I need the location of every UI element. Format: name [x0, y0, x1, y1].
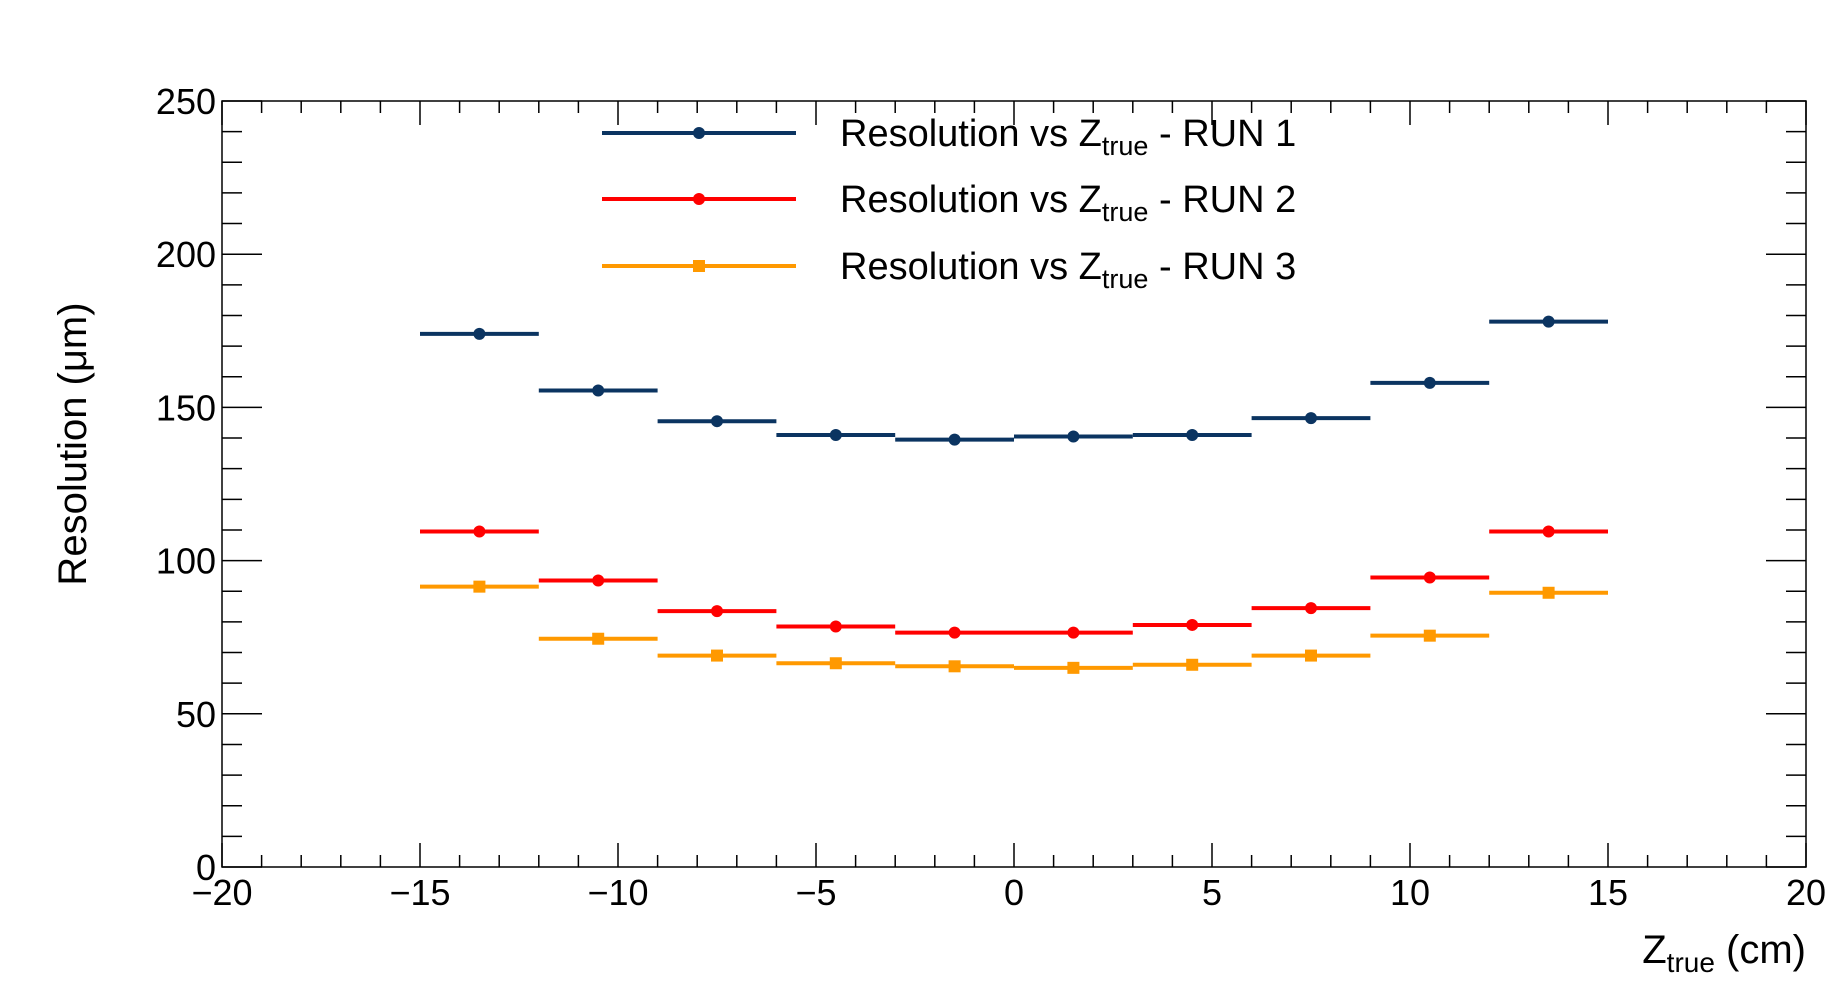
- legend-label-run-1: Resolution vs Ztrue - RUN 1: [840, 113, 1296, 161]
- y-tick-label: 150: [156, 387, 216, 428]
- legend-label-run-2-post: - RUN 2: [1148, 179, 1296, 221]
- legend-label-run-2-sub: true: [1102, 197, 1149, 227]
- data-point: [948, 626, 961, 639]
- data-point: [1423, 376, 1436, 389]
- data-point: [1542, 525, 1555, 538]
- data-point: [592, 574, 605, 587]
- data-point: [711, 649, 723, 662]
- data-series: [420, 315, 1608, 674]
- x-tick-label: −10: [587, 872, 648, 913]
- x-tick-label: 20: [1786, 872, 1826, 913]
- data-point: [711, 415, 723, 428]
- data-point: [473, 525, 486, 538]
- data-point: [1305, 649, 1317, 662]
- x-tick-label: −15: [389, 872, 450, 913]
- data-point: [1305, 412, 1317, 425]
- x-tick-label: 0: [1004, 872, 1024, 913]
- data-point: [1423, 629, 1436, 642]
- data-point: [829, 657, 842, 670]
- legend-entry-run-1: Resolution vs Ztrue - RUN 1: [602, 113, 1296, 161]
- data-point: [948, 660, 961, 673]
- series-run-1: [420, 315, 1608, 446]
- data-point: [948, 433, 961, 446]
- data-point: [1067, 661, 1080, 674]
- legend-marker-run-2: [693, 193, 705, 205]
- data-point: [1186, 618, 1199, 631]
- legend-label-run-1-pre: Resolution vs Z: [840, 113, 1102, 155]
- y-tick-label: 0: [196, 847, 216, 888]
- series-run-2: [420, 525, 1608, 639]
- plot-frame: [221, 100, 1807, 868]
- data-point: [1067, 430, 1080, 443]
- x-axis-title-subscript: true: [1667, 947, 1715, 978]
- legend-label-run-3: Resolution vs Ztrue - RUN 3: [840, 246, 1296, 294]
- x-tick-label: −20: [191, 872, 252, 913]
- data-point: [711, 605, 723, 618]
- legend-entry-run-2: Resolution vs Ztrue - RUN 2: [602, 179, 1296, 227]
- x-axis-title: Ztrue (cm): [1642, 928, 1806, 978]
- data-point: [592, 384, 605, 397]
- y-tick-label: 100: [156, 541, 216, 582]
- legend-label-run-3-post: - RUN 3: [1148, 246, 1296, 288]
- data-point: [473, 580, 486, 593]
- x-axis-title-rest: (cm): [1715, 928, 1806, 972]
- data-point: [1067, 626, 1080, 639]
- legend: Resolution vs Ztrue - RUN 1 Resolution v…: [602, 113, 1296, 294]
- data-point: [1542, 586, 1555, 599]
- data-point: [829, 620, 842, 633]
- legend-label-run-2-pre: Resolution vs Z: [840, 179, 1102, 221]
- legend-marker-run-3: [693, 260, 705, 272]
- data-point: [1305, 602, 1317, 615]
- x-tick-label: −5: [795, 872, 836, 913]
- y-tick-label: 200: [156, 234, 216, 275]
- data-point: [1186, 428, 1199, 441]
- y-axis-title: Resolution (μm): [51, 302, 95, 585]
- data-point: [829, 428, 842, 441]
- legend-label-run-1-sub: true: [1102, 131, 1149, 161]
- legend-entry-run-3: Resolution vs Ztrue - RUN 3: [602, 246, 1296, 294]
- data-point: [592, 632, 605, 645]
- y-tick-label: 250: [156, 81, 216, 122]
- data-point: [1186, 658, 1199, 671]
- data-point: [473, 327, 486, 340]
- x-tick-label: 15: [1588, 872, 1628, 913]
- series-run-3: [420, 580, 1608, 674]
- x-axis-title-main: Z: [1642, 928, 1666, 972]
- x-tick-label: 10: [1390, 872, 1430, 913]
- x-tick-label: 5: [1202, 872, 1222, 913]
- legend-marker-run-1: [693, 127, 705, 139]
- data-point: [1542, 315, 1555, 328]
- legend-label-run-2: Resolution vs Ztrue - RUN 2: [840, 179, 1296, 227]
- y-tick-label: 50: [176, 694, 216, 735]
- legend-label-run-3-pre: Resolution vs Z: [840, 246, 1102, 288]
- legend-label-run-3-sub: true: [1102, 264, 1149, 294]
- data-point: [1423, 571, 1436, 584]
- legend-label-run-1-post: - RUN 1: [1148, 113, 1296, 155]
